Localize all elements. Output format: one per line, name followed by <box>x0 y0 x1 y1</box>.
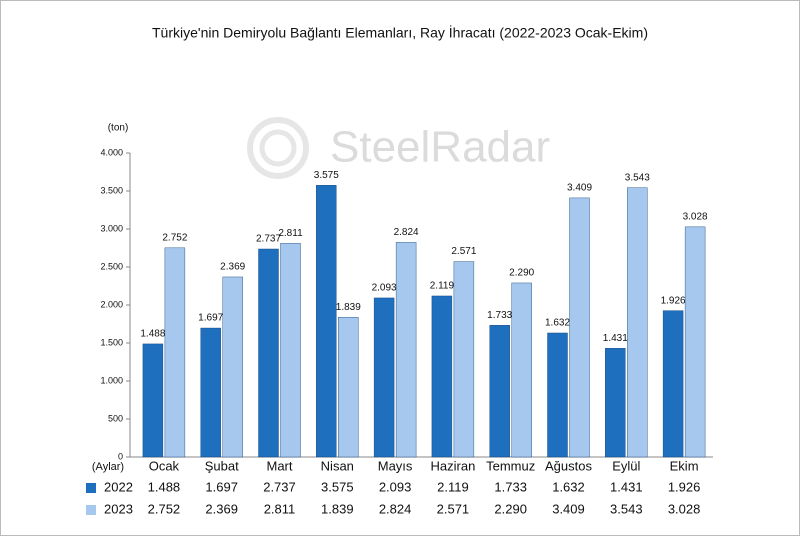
data-label: 2.369 <box>220 262 245 273</box>
y-axis-label: (ton) <box>108 123 129 134</box>
y-tick-label: 3.000 <box>100 223 123 233</box>
y-tick-label: 1.500 <box>100 337 123 347</box>
legend-label: 2022 <box>104 479 133 494</box>
watermark-logo <box>247 117 309 179</box>
table-cell: 2.093 <box>379 479 412 494</box>
x-tick-label: Ağustos <box>545 458 592 473</box>
data-label: 2.737 <box>256 234 281 245</box>
x-axis-label: (Aylar) <box>92 461 124 473</box>
x-tick-label: Şubat <box>205 458 239 473</box>
table-cell: 2.369 <box>205 501 238 516</box>
bar <box>338 317 359 458</box>
data-label: 3.409 <box>567 183 592 194</box>
y-tick-label: 0 <box>118 451 123 461</box>
bar <box>662 310 684 458</box>
bar <box>164 247 186 458</box>
data-label: 1.839 <box>336 302 361 313</box>
data-label: 2.824 <box>394 227 419 238</box>
chart-title: Türkiye'nin Demiryolu Bağlantı Elemanlar… <box>152 24 648 41</box>
table-cell: 2.824 <box>379 501 412 516</box>
table-cell: 1.632 <box>552 479 585 494</box>
bar <box>431 295 453 458</box>
bar <box>316 185 337 458</box>
y-tick-label: 2.000 <box>100 299 123 309</box>
table-cell: 2.737 <box>263 479 296 494</box>
bar <box>142 343 164 458</box>
table-cell: 1.697 <box>205 479 238 494</box>
x-tick-label: Temmuz <box>486 458 535 473</box>
x-tick-label: Mayıs <box>378 458 413 473</box>
table-cell: 1.733 <box>494 479 527 494</box>
data-label: 2.093 <box>372 283 397 294</box>
bar <box>489 325 510 458</box>
y-tick-label: 3.500 <box>100 185 123 195</box>
table-cell: 2.290 <box>494 501 527 516</box>
bar <box>547 332 568 458</box>
bar <box>627 187 648 458</box>
legend-swatch <box>86 505 96 515</box>
table-cell: 3.409 <box>552 501 585 516</box>
data-label: 1.697 <box>198 313 223 324</box>
bar <box>511 282 532 458</box>
bar <box>373 297 395 458</box>
y-tick-label: 2.500 <box>100 261 123 271</box>
table-cell: 1.926 <box>668 479 701 494</box>
data-label: 2.811 <box>278 228 303 239</box>
data-label: 1.431 <box>603 333 628 344</box>
bar <box>258 248 279 458</box>
data-label: 1.632 <box>545 318 570 329</box>
data-label: 1.488 <box>140 329 165 340</box>
bar <box>395 242 417 458</box>
data-label: 2.752 <box>162 232 187 243</box>
data-label: 2.290 <box>509 268 534 279</box>
table-cell: 2.811 <box>264 501 296 516</box>
bar <box>684 226 706 458</box>
y-tick-label: 4.000 <box>100 147 123 157</box>
table-cell: 2.752 <box>148 501 181 516</box>
legend-label: 2023 <box>104 501 133 516</box>
table-cell: 1.488 <box>148 479 181 494</box>
watermark: SteelRadar <box>330 123 550 172</box>
y-tick-label: 500 <box>108 413 123 423</box>
x-tick-label: Mart <box>267 458 293 473</box>
x-tick-label: Haziran <box>431 458 476 473</box>
table-cell: 1.431 <box>610 479 643 494</box>
data-label: 2.571 <box>451 246 476 257</box>
table-cell: 2.119 <box>437 479 469 494</box>
table-cell: 2.571 <box>437 501 470 516</box>
x-tick-label: Ocak <box>149 458 180 473</box>
data-label: 1.733 <box>487 310 512 321</box>
bar <box>222 276 243 458</box>
y-tick-label: 1.000 <box>100 375 123 385</box>
bar <box>453 261 475 458</box>
data-label: 3.028 <box>683 212 708 223</box>
bar <box>569 197 590 458</box>
table-cell: 1.839 <box>321 501 354 516</box>
bar <box>280 243 301 458</box>
data-label: 1.926 <box>661 295 686 306</box>
table-cell: 3.543 <box>610 501 643 516</box>
data-label: 3.543 <box>625 172 650 183</box>
bar <box>605 348 626 458</box>
table-cell: 3.575 <box>321 479 354 494</box>
table-cell: 3.028 <box>668 501 701 516</box>
legend-swatch <box>86 483 96 493</box>
data-label: 2.119 <box>430 281 455 292</box>
x-tick-label: Ekim <box>670 458 699 473</box>
bar <box>200 327 221 458</box>
x-tick-label: Nisan <box>321 458 354 473</box>
x-tick-label: Eylül <box>612 458 640 473</box>
data-label: 3.575 <box>314 170 339 181</box>
